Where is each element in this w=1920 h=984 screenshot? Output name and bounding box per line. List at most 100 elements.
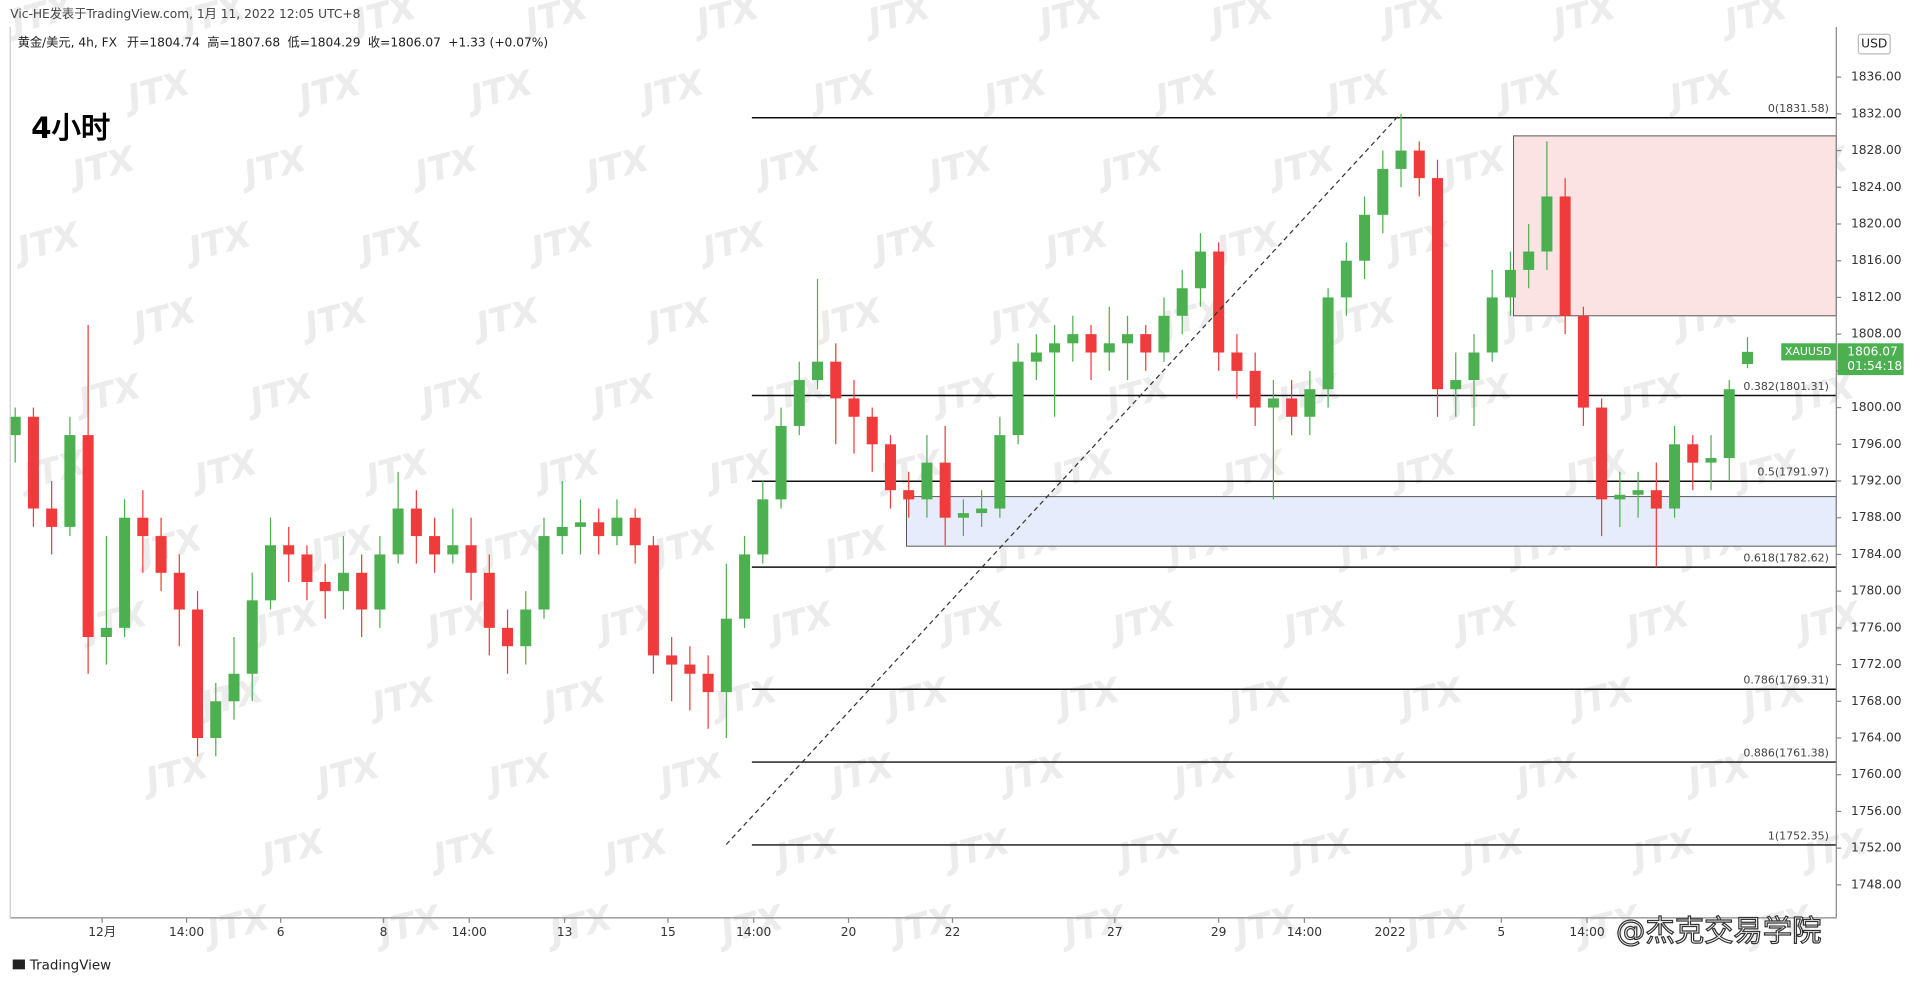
x-tick-label: 14:00	[452, 925, 487, 939]
candle-body	[1577, 315, 1589, 408]
y-tick-label: 1752.00	[1851, 841, 1902, 855]
candle-body	[1431, 178, 1444, 390]
candle-body	[848, 398, 860, 417]
candle-body	[812, 361, 824, 381]
candle-body	[775, 425, 787, 500]
candle-body	[100, 627, 112, 638]
y-tick-label: 1780.00	[1851, 584, 1902, 598]
candle-body	[739, 554, 751, 619]
currency: USD	[1861, 37, 1887, 51]
candle-body	[119, 517, 131, 628]
candle-body	[1450, 380, 1462, 390]
candle-body	[46, 508, 58, 527]
candle-body	[356, 572, 368, 610]
timeframe-label: 4小时	[31, 111, 110, 145]
x-tick-label: 6	[277, 925, 285, 939]
candle-body	[1249, 370, 1261, 408]
y-tick-label: 1832.00	[1851, 106, 1902, 120]
candle-body	[1231, 352, 1243, 371]
candle-body	[830, 361, 842, 399]
price-tag-value: 1806.07	[1847, 344, 1898, 358]
candle-body	[447, 545, 459, 555]
candle-body	[1723, 389, 1735, 459]
legend-key: 开	[127, 35, 139, 49]
candle-body	[410, 508, 422, 537]
candle-body	[155, 536, 167, 573]
x-tick-label: 15	[660, 925, 676, 939]
x-tick-label: 2022	[1375, 925, 1406, 939]
fib-label: 0.382(1801.31)	[1743, 380, 1829, 393]
candle-body	[1030, 352, 1042, 362]
candle-body	[1340, 260, 1352, 298]
candle-body	[465, 545, 477, 573]
candle-body	[538, 536, 550, 610]
x-tick-label: 27	[1107, 925, 1123, 939]
price-tag-countdown: 01:54:18	[1847, 359, 1902, 373]
x-tick-label: 14:00	[169, 925, 204, 939]
candle-body	[1541, 196, 1553, 252]
candle-body	[793, 380, 805, 426]
candle-body	[1213, 251, 1225, 353]
x-tick-label: 20	[841, 925, 857, 939]
fib-label: 0.5(1791.97)	[1757, 466, 1829, 479]
y-tick-label: 1812.00	[1851, 290, 1902, 304]
legend-eq: =	[380, 35, 390, 49]
candle-body	[64, 435, 76, 527]
candle-body	[27, 416, 39, 509]
fib-label: 0.886(1761.38)	[1743, 746, 1829, 759]
candle-body	[429, 536, 441, 555]
credit-watermark: @杰克交易学院	[1616, 914, 1822, 948]
candle-body	[1304, 389, 1316, 417]
legend-value: 1806.07	[390, 35, 441, 49]
plot-area: 0(1831.58) 0.382(1801.31) 0.5(1791.97) 0.61…	[9, 102, 1837, 846]
candle-body	[1194, 251, 1206, 289]
price-tag	[1837, 343, 1904, 376]
candle-body	[1085, 334, 1097, 353]
legend-eq: =	[139, 35, 149, 49]
candle-body	[520, 609, 532, 647]
candle-body	[666, 655, 678, 665]
candle-body	[1049, 343, 1061, 353]
candle-body	[684, 664, 696, 674]
legend-eq: =	[300, 35, 310, 49]
candle-body	[1650, 490, 1662, 509]
y-tick-label: 1756.00	[1851, 804, 1902, 818]
candle-body	[319, 581, 331, 592]
footer-text: TradingView	[29, 959, 111, 974]
candle-body	[556, 526, 568, 537]
candle-body	[137, 517, 149, 537]
candle-body	[1705, 458, 1717, 463]
candle-body	[502, 627, 514, 647]
legend-key: 收	[368, 35, 380, 49]
y-tick-label: 1776.00	[1851, 620, 1902, 634]
candle-body	[1559, 196, 1571, 316]
x-tick-label: 13	[557, 925, 573, 939]
y-tick-label: 1796.00	[1851, 437, 1902, 451]
legend-change: +1.33 (+0.07%)	[448, 35, 548, 49]
y-tick-label: 1784.00	[1851, 547, 1902, 561]
legend-key: 低	[288, 35, 300, 49]
legend-key: 高	[207, 34, 219, 49]
candle-body	[611, 517, 623, 537]
y-tick-label: 1772.00	[1851, 657, 1902, 671]
candle-body	[1267, 398, 1279, 408]
candle-body	[1322, 297, 1334, 390]
candle-body	[1669, 444, 1681, 509]
x-tick-label: 14:00	[736, 925, 771, 939]
legend-eq: =	[219, 35, 229, 49]
candle-body	[1632, 490, 1644, 495]
candle-body	[1413, 150, 1425, 179]
y-tick-label: 1836.00	[1851, 70, 1902, 84]
candle-body	[1504, 269, 1516, 298]
candle-body	[1176, 288, 1188, 316]
zone	[906, 496, 1837, 547]
y-tick-label: 1808.00	[1851, 327, 1902, 341]
y-tick-label: 1764.00	[1851, 731, 1902, 745]
candle-body	[1486, 297, 1498, 353]
candle-body	[483, 572, 495, 628]
y-tick-label: 1820.00	[1851, 216, 1902, 230]
candle-body	[647, 545, 659, 656]
x-tick-label: 29	[1211, 925, 1227, 939]
candle-body	[1140, 334, 1152, 353]
symbol-tag-text: XAUUSD	[1785, 345, 1832, 358]
